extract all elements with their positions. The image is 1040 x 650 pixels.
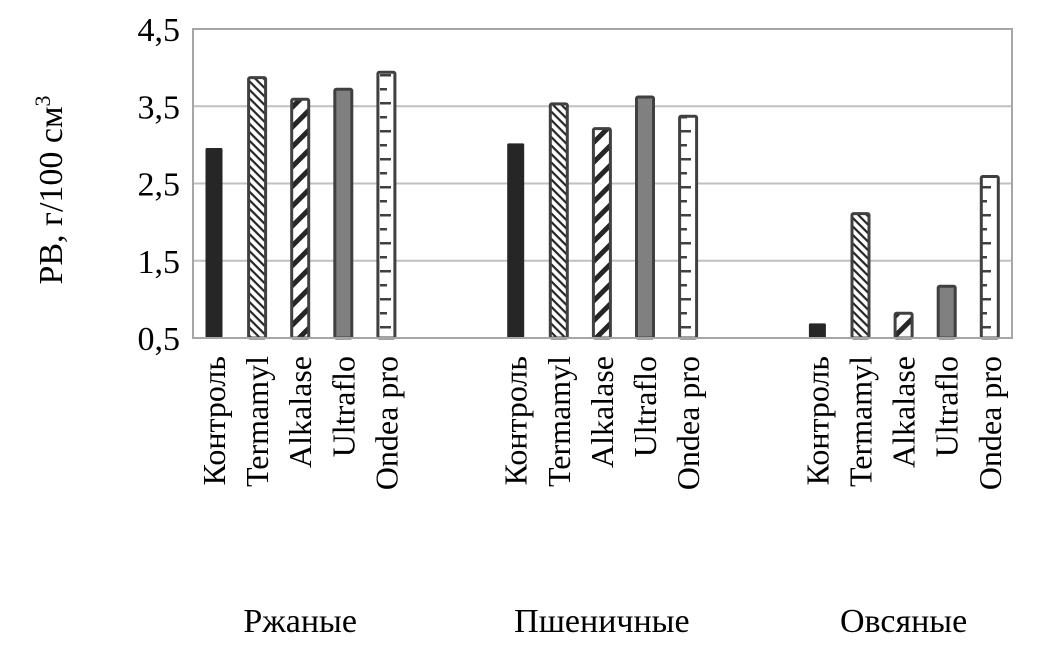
bar-alkalase [290, 97, 311, 340]
group-label: Ржаные [243, 603, 357, 640]
category-label: Ondea pro [368, 356, 404, 490]
y-tick-label: 3,5 [138, 89, 181, 126]
category-label: Ultraflo [929, 356, 965, 457]
category-label: Контроль [196, 356, 232, 485]
category-label: Ultraflo [627, 356, 663, 457]
bar-kontrol [205, 147, 223, 338]
category-label: Ultraflo [325, 356, 361, 457]
y-tick-labels: 0,5 1,5 2,5 3,5 4,5 [138, 12, 181, 358]
bar-ondea-pro [376, 70, 397, 340]
category-label: Alkalase [886, 356, 922, 468]
category-label: Alkalase [584, 356, 620, 468]
category-label: Контроль [799, 356, 835, 485]
y-tick-label: 2,5 [138, 167, 181, 204]
bar-ondea-pro [678, 114, 699, 340]
bar-alkalase [591, 127, 612, 340]
bar-alkalase [893, 311, 914, 340]
bar-ultraflo [635, 95, 655, 340]
y-tick-label: 0,5 [138, 321, 181, 358]
y-tick-label: 1,5 [138, 244, 181, 281]
bar-termamyl [548, 102, 569, 340]
plot-frame [192, 28, 1013, 339]
category-label: Контроль [498, 356, 534, 485]
category-label: Ondea pro [670, 356, 706, 490]
group-label: Овсяные [840, 603, 967, 640]
bar-termamyl [850, 212, 871, 340]
bar-ondea-pro [979, 175, 1000, 340]
bar-kontrol [507, 143, 525, 338]
bar-termamyl [247, 76, 268, 340]
bar-ultraflo [936, 284, 957, 340]
group-labels: Ржаные Пшеничные Овсяные [243, 603, 967, 640]
y-tick-label: 4,5 [138, 12, 181, 49]
category-labels: Контроль Termamyl Alkalase Ultraflo Ondea pr… [196, 356, 1008, 490]
bar-kontrol [808, 323, 826, 338]
category-label: Ondea pro [972, 356, 1008, 490]
category-label: Termamyl [239, 356, 275, 487]
bar-ultraflo [333, 87, 354, 340]
y-axis-title: РВ, г/100 см3 [30, 95, 70, 284]
category-label: Alkalase [282, 356, 318, 468]
bars [205, 70, 1000, 340]
group-label: Пшеничные [514, 603, 689, 640]
category-label: Termamyl [843, 356, 879, 487]
category-label: Termamyl [541, 356, 577, 487]
